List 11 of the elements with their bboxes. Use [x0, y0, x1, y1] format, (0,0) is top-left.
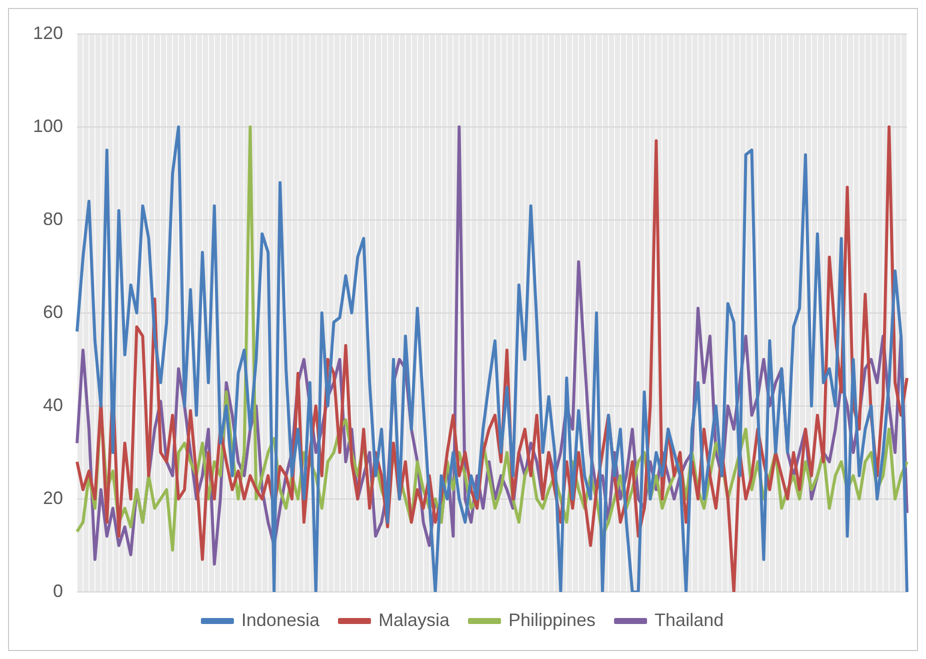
- legend-label: Indonesia: [241, 610, 320, 630]
- y-tick-label: 20: [43, 488, 64, 508]
- legend-label: Thailand: [654, 610, 724, 630]
- y-tick-label: 120: [32, 22, 64, 43]
- legend-label: Malaysia: [378, 610, 450, 630]
- y-tick-label: 0: [53, 580, 64, 601]
- y-tick-label: 60: [43, 302, 64, 322]
- legend-label: Philippines: [508, 610, 596, 630]
- y-tick-label: 40: [43, 394, 64, 415]
- y-tick-label: 80: [43, 208, 64, 229]
- y-tick-label: 100: [32, 116, 64, 136]
